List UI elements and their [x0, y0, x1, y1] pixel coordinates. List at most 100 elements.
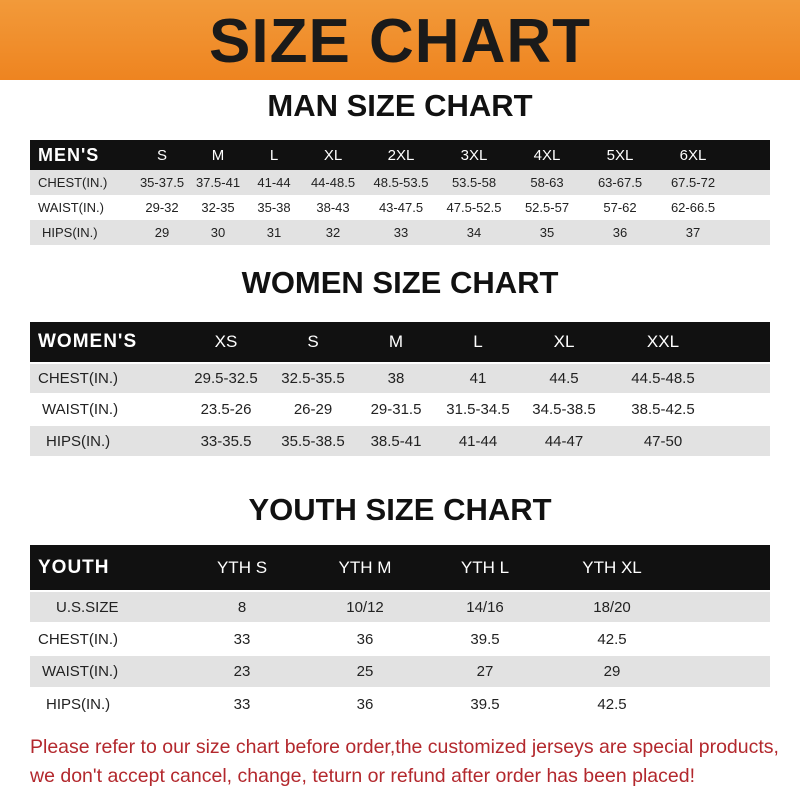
table-cell: 67.5-72	[670, 175, 716, 190]
table-row: U.S.SIZE 8 10/12 14/16 18/20	[30, 592, 770, 622]
table-cell: 33-35.5	[200, 432, 252, 450]
table-cell: 29-31.5	[370, 401, 422, 418]
row-label: HIPS(IN.)	[46, 432, 111, 450]
table-cell: 33	[233, 630, 251, 648]
table-cell: 52.5-57	[524, 200, 570, 215]
row-label: WAIST(IN.)	[42, 663, 119, 680]
table-row: CHEST(IN.) 29.5-32.5 32.5-35.5 38 41 44.5 44.5…	[30, 364, 770, 393]
table-cell: 63-67.5	[597, 175, 643, 190]
size-header: M	[388, 332, 404, 351]
table-cell: 36	[612, 225, 628, 240]
table-cell: 44-48.5	[310, 175, 356, 190]
table-row: WAIST(IN.) 29-32 32-35 35-38 38-43 43-47.5 47.…	[30, 195, 770, 220]
size-header: 2XL	[387, 146, 415, 164]
table-cell: 35.5-38.5	[281, 432, 345, 450]
row-label: HIPS(IN.)	[42, 225, 98, 240]
table-row: WAIST(IN.) 23 25 27 29	[30, 656, 770, 687]
table-cell: 36	[356, 630, 374, 648]
size-header: XL	[323, 146, 343, 164]
table-cell: 23	[233, 663, 251, 680]
size-header: XL	[553, 332, 575, 351]
size-header: 6XL	[679, 146, 707, 164]
table-cell: 37	[685, 225, 701, 240]
table-cell: 53.5-58	[451, 175, 497, 190]
table-cell: 62-66.5	[670, 200, 716, 215]
table-row: CHEST(IN.) 35-37.5 37.5-41 41-44 44-48.5 48.5…	[30, 170, 770, 195]
table-cell: 38	[387, 370, 405, 387]
table-cell: 44.5	[549, 370, 579, 387]
table-cell: 32.5-35.5	[281, 370, 345, 387]
youth-title: YOUTH SIZE CHART	[248, 492, 552, 527]
table-cell: 14/16	[466, 598, 504, 616]
table-cell: 27	[476, 663, 494, 680]
size-header: XS	[214, 332, 238, 351]
page-title: SIZE CHART	[209, 7, 591, 76]
table-cell: 29-32	[145, 200, 179, 215]
size-header: 5XL	[606, 146, 634, 164]
table-cell: 48.5-53.5	[373, 175, 429, 190]
header-row: YOUTH YTH S YTH M YTH L YTH XL	[30, 545, 770, 590]
size-header: YTH XL	[582, 557, 642, 577]
table-cell: 39.5	[470, 696, 500, 713]
header-row: WOMEN'S XS S M L XL XXL	[30, 322, 770, 362]
size-header: S	[307, 332, 319, 351]
size-header: YTH M	[338, 557, 392, 577]
table-cell: 44-47	[544, 432, 584, 450]
size-header: L	[269, 146, 279, 164]
table-cell: 33	[393, 225, 409, 240]
table-row: HIPS(IN.) 29 30 31 32 33 34 35 36 37	[30, 220, 770, 245]
table-cell: 38.5-42.5	[631, 401, 695, 418]
header-row: MEN'S S M L XL 2XL 3XL 4XL 5XL 6XL	[30, 140, 770, 170]
table-header-label: YOUTH	[38, 556, 110, 578]
table-row: HIPS(IN.) 33-35.5 35.5-38.5 38.5-41 41-44 44-…	[30, 426, 770, 456]
table-cell: 18/20	[593, 598, 631, 616]
youth-size-table: YOUTH YTH S YTH M YTH L YTH XL U.S.SIZE 8 10/12…	[30, 545, 770, 720]
table-cell: 42.5	[597, 630, 627, 648]
size-header: 3XL	[460, 146, 488, 164]
table-cell: 35-38	[257, 200, 291, 215]
table-cell: 29.5-32.5	[194, 370, 258, 387]
table-row: WAIST(IN.) 23.5-26 26-29 29-31.5 31.5-34.5 34…	[30, 395, 770, 424]
table-cell: 34	[466, 225, 482, 240]
table-cell: 43-47.5	[378, 200, 424, 215]
size-header: YTH L	[460, 557, 510, 577]
table-cell: 37.5-41	[195, 175, 241, 190]
table-cell: 33	[233, 696, 251, 713]
table-cell: 25	[356, 663, 374, 680]
table-cell: 58-63	[530, 175, 564, 190]
title-banner: SIZE CHART	[0, 0, 800, 80]
size-header: L	[473, 332, 483, 351]
table-header-label: WOMEN'S	[38, 331, 138, 352]
table-cell: 31.5-34.5	[446, 401, 510, 418]
table-cell: 32-35	[201, 200, 235, 215]
size-header: 4XL	[533, 146, 561, 164]
women-title: WOMEN SIZE CHART	[241, 265, 559, 300]
table-cell: 47-50	[643, 432, 683, 450]
table-cell: 41	[469, 370, 487, 387]
table-cell: 29	[154, 225, 170, 240]
size-header: M	[211, 146, 225, 164]
table-cell: 38.5-41	[370, 432, 422, 450]
table-cell: 57-62	[603, 200, 637, 215]
size-header: S	[156, 146, 168, 164]
table-cell: 42.5	[597, 696, 627, 713]
table-cell: 32	[325, 225, 341, 240]
table-cell: 34.5-38.5	[532, 401, 596, 418]
men-title: MAN SIZE CHART	[267, 88, 533, 123]
women-size-table: WOMEN'S XS S M L XL XXL CHEST(IN.) 29.5-32.5 32.5…	[30, 322, 770, 456]
table-cell: 44.5-48.5	[631, 370, 695, 387]
table-row: HIPS(IN.) 33 36 39.5 42.5	[30, 689, 770, 720]
row-label: WAIST(IN.)	[38, 200, 104, 215]
table-cell: 35-37.5	[139, 175, 185, 190]
size-header: XXL	[646, 332, 680, 351]
row-label: CHEST(IN.)	[38, 630, 118, 648]
table-cell: 31	[266, 225, 282, 240]
table-cell: 26-29	[293, 401, 333, 418]
table-cell: 36	[356, 696, 374, 713]
table-row: CHEST(IN.) 33 36 39.5 42.5	[30, 624, 770, 654]
row-label: HIPS(IN.)	[46, 696, 111, 713]
table-cell: 10/12	[346, 598, 384, 616]
table-cell: 38-43	[316, 200, 350, 215]
table-cell: 30	[210, 225, 226, 240]
row-label: U.S.SIZE	[56, 598, 119, 616]
